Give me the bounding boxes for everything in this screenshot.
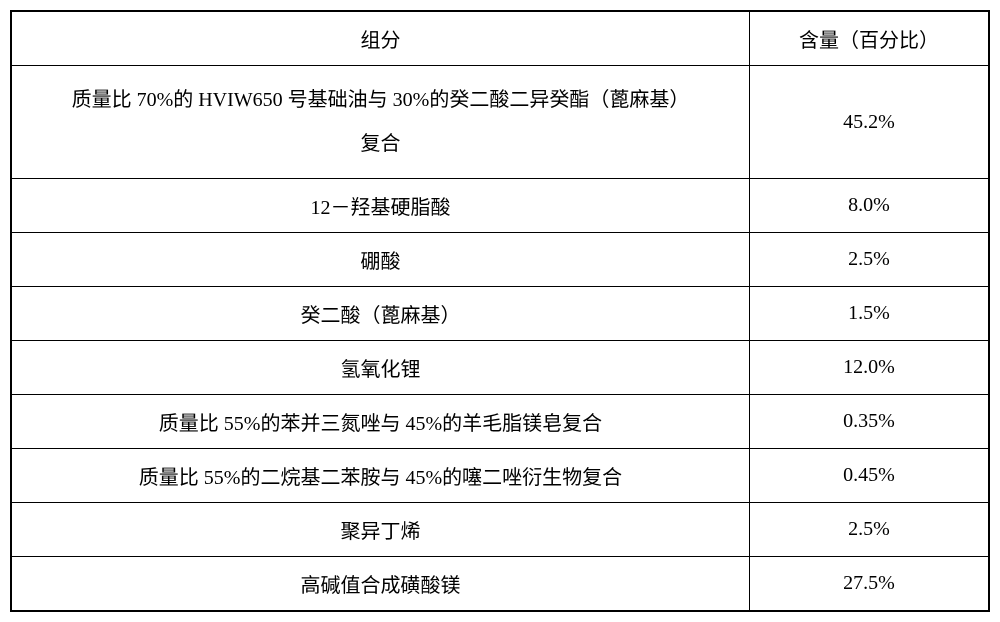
table-row: 质量比 70%的 HVIW650 号基础油与 30%的癸二酸二异癸酯（蓖麻基）复… (11, 66, 989, 179)
cell-component: 聚异丁烯 (11, 503, 749, 557)
cell-amount: 27.5% (749, 557, 989, 612)
table-row: 氢氧化锂12.0% (11, 341, 989, 395)
table-row: 癸二酸（蓖麻基）1.5% (11, 287, 989, 341)
cell-amount: 2.5% (749, 503, 989, 557)
table-row: 12－羟基硬脂酸8.0% (11, 179, 989, 233)
table-header-row: 组分 含量（百分比） (11, 11, 989, 66)
cell-amount: 1.5% (749, 287, 989, 341)
table-row: 质量比 55%的二烷基二苯胺与 45%的噻二唑衍生物复合0.45% (11, 449, 989, 503)
table-row: 硼酸2.5% (11, 233, 989, 287)
table-row: 高碱值合成磺酸镁27.5% (11, 557, 989, 612)
header-amount: 含量（百分比） (749, 11, 989, 66)
cell-component: 质量比 55%的二烷基二苯胺与 45%的噻二唑衍生物复合 (11, 449, 749, 503)
cell-component: 癸二酸（蓖麻基） (11, 287, 749, 341)
cell-amount: 0.45% (749, 449, 989, 503)
cell-amount: 2.5% (749, 233, 989, 287)
table-row: 聚异丁烯2.5% (11, 503, 989, 557)
composition-table: 组分 含量（百分比） 质量比 70%的 HVIW650 号基础油与 30%的癸二… (10, 10, 990, 612)
table-body: 质量比 70%的 HVIW650 号基础油与 30%的癸二酸二异癸酯（蓖麻基）复… (11, 66, 989, 612)
cell-amount: 45.2% (749, 66, 989, 179)
cell-amount: 0.35% (749, 395, 989, 449)
cell-amount: 8.0% (749, 179, 989, 233)
cell-component: 氢氧化锂 (11, 341, 749, 395)
cell-component: 质量比 70%的 HVIW650 号基础油与 30%的癸二酸二异癸酯（蓖麻基）复… (11, 66, 749, 179)
cell-component: 质量比 55%的苯并三氮唑与 45%的羊毛脂镁皂复合 (11, 395, 749, 449)
header-component: 组分 (11, 11, 749, 66)
cell-component: 硼酸 (11, 233, 749, 287)
cell-component: 12－羟基硬脂酸 (11, 179, 749, 233)
cell-component: 高碱值合成磺酸镁 (11, 557, 749, 612)
table-row: 质量比 55%的苯并三氮唑与 45%的羊毛脂镁皂复合0.35% (11, 395, 989, 449)
cell-amount: 12.0% (749, 341, 989, 395)
